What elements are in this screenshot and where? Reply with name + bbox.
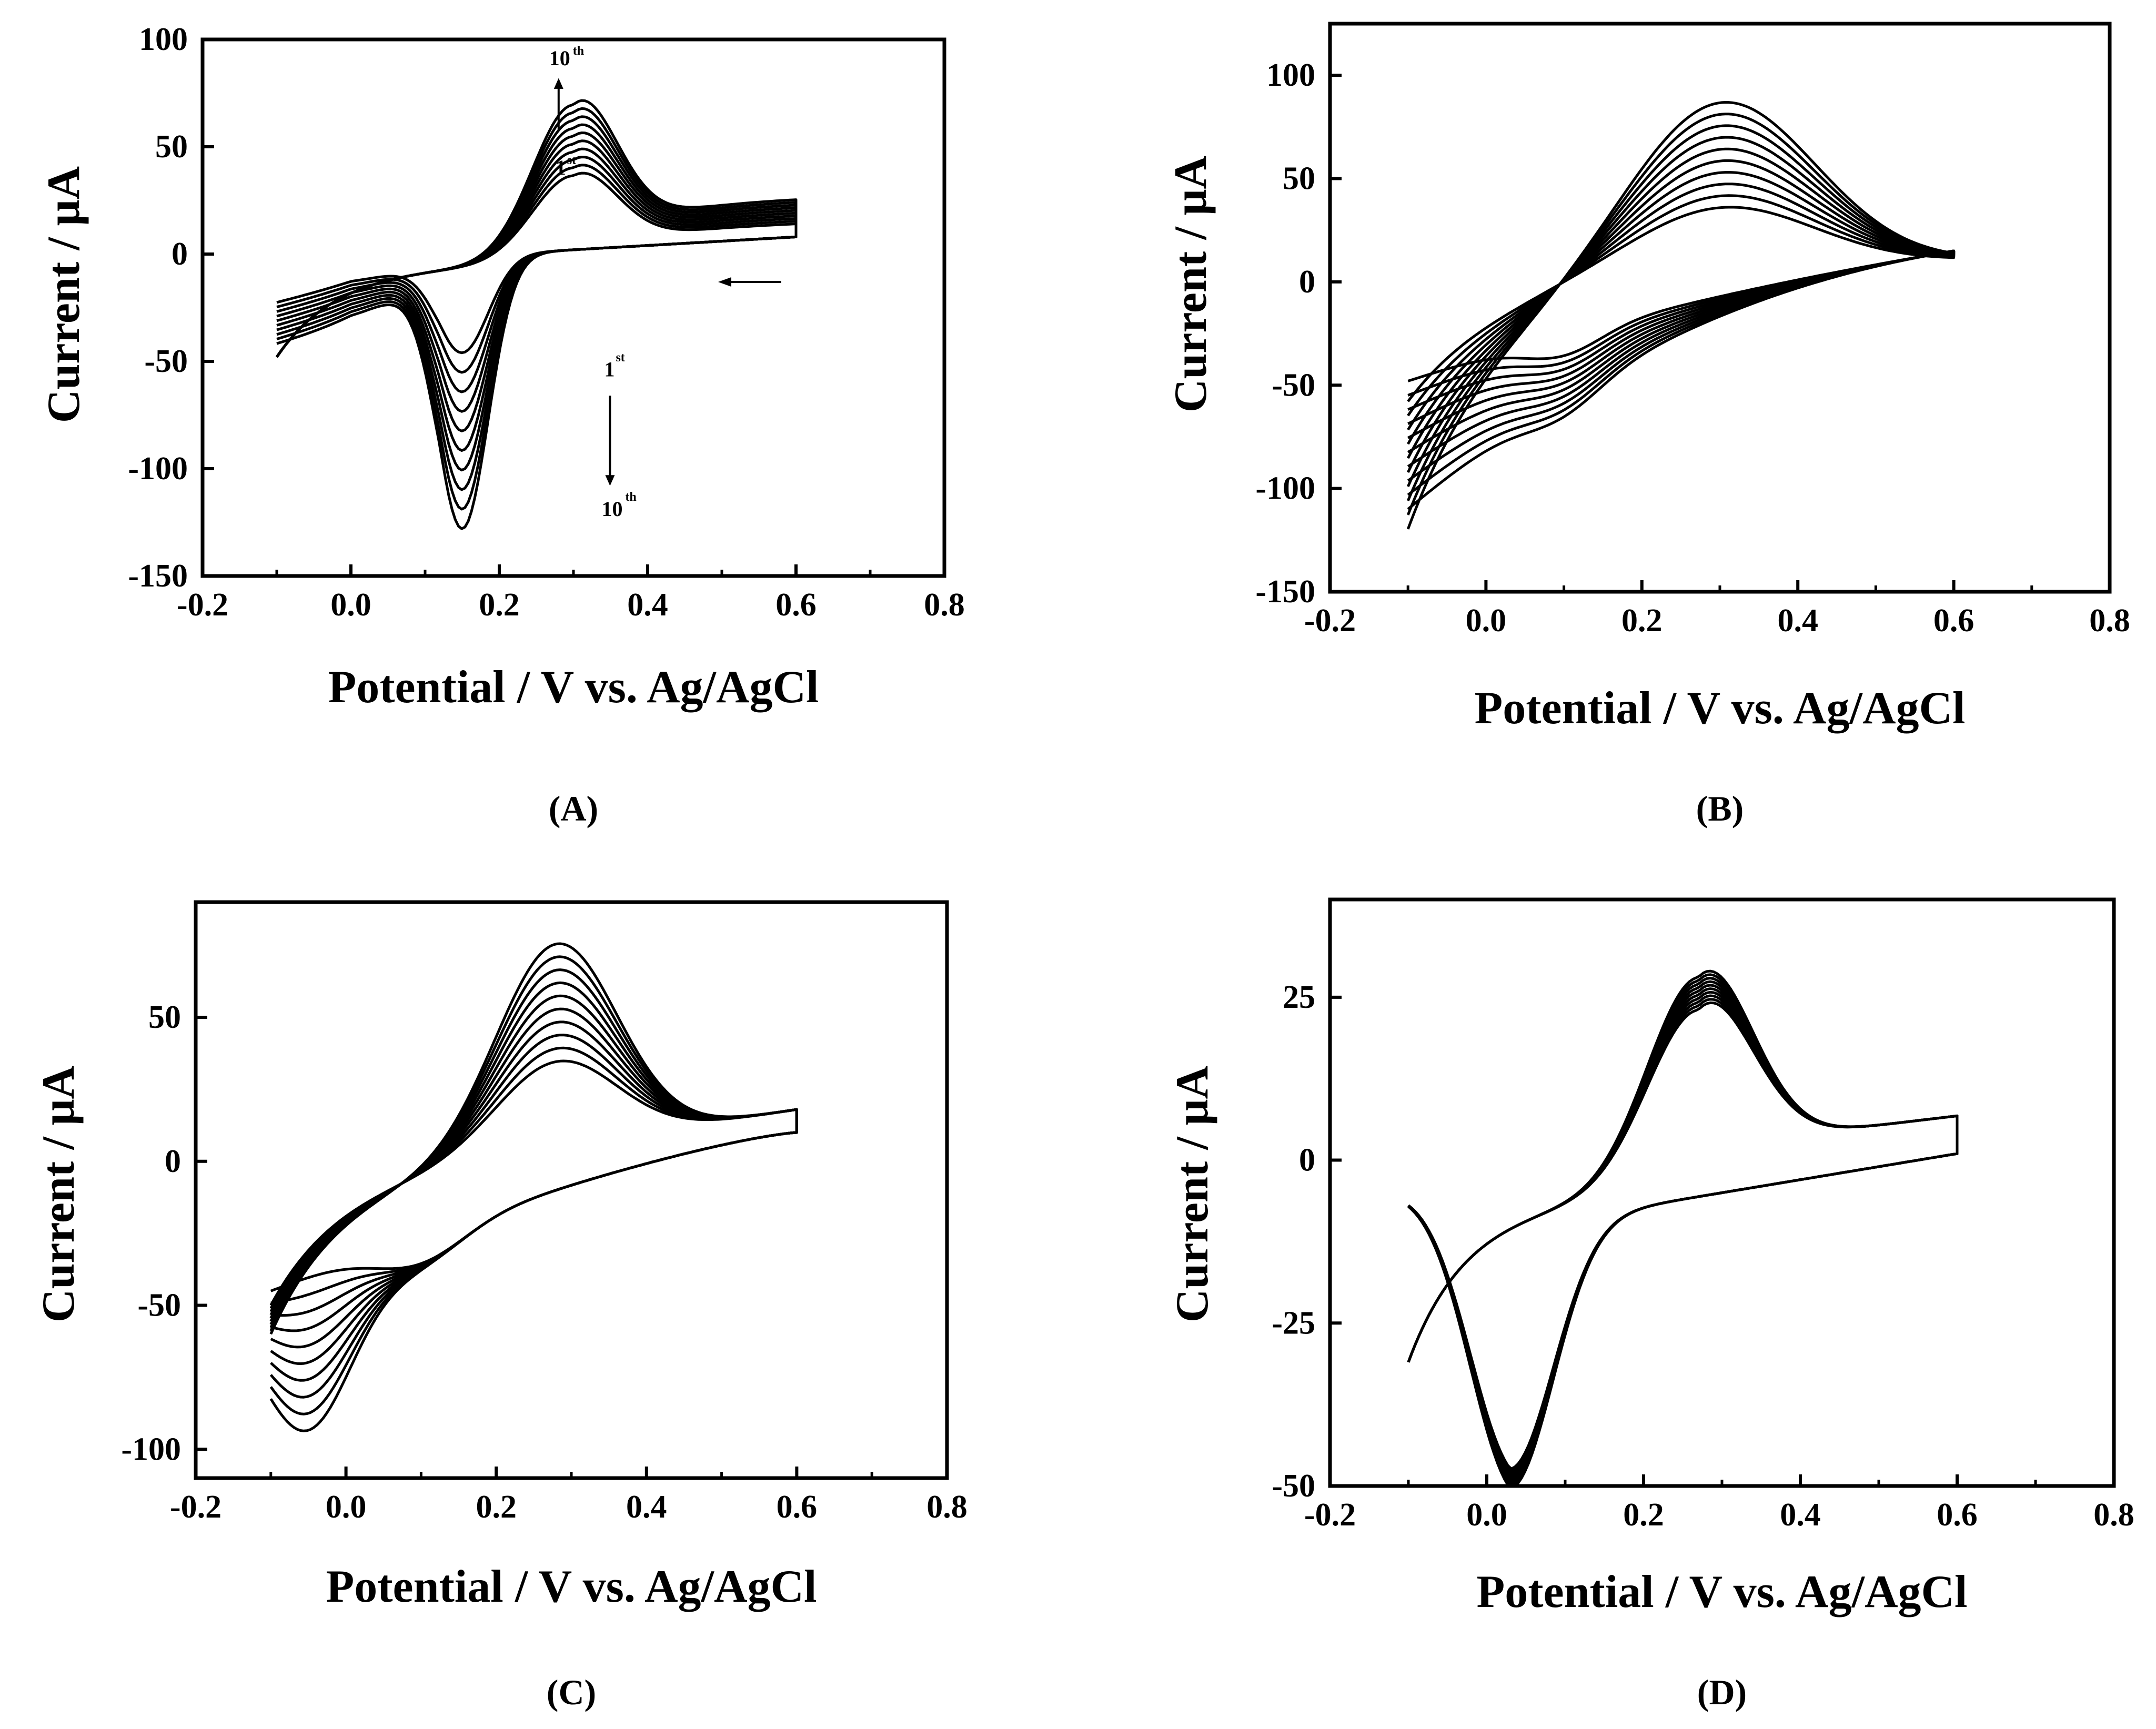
cv-cycle-1 [269, 1059, 798, 1306]
arrow-down-head [605, 475, 615, 486]
x-tick-label: -0.2 [1304, 1497, 1356, 1533]
x-tick-label: 0.0 [330, 587, 371, 623]
x-tick-label: 0.0 [326, 1489, 367, 1525]
chart-panel-c: -0.2 0.0 0.2 0.4 0.6 0.8 -100 -50 0 50 Potential /… [33, 900, 968, 1712]
x-tick-label: 0.4 [627, 587, 668, 623]
x-tick-label: 0.6 [1937, 1497, 1978, 1533]
y-tick-label: -50 [1272, 367, 1315, 403]
y-tick-label: 25 [1283, 979, 1315, 1015]
cv-cycle-6 [269, 994, 798, 1365]
cv-cycle-3 [269, 1034, 798, 1317]
y-tick-label: -100 [128, 451, 188, 487]
y-tick-label: 100 [1266, 57, 1315, 93]
x-tick-label: -0.2 [177, 587, 228, 623]
cv-cycle-10 [1407, 969, 1959, 1488]
annotation-1st-top: 1 [556, 156, 566, 179]
y-axis-title: Current / μA [1165, 156, 1216, 412]
annotation-10th-bottom: 10 [601, 497, 622, 521]
y-tick-label: -25 [1272, 1305, 1315, 1341]
panel-label: (A) [549, 788, 598, 828]
y-tick-label: -150 [128, 558, 188, 594]
cv-cycle-7 [269, 981, 798, 1382]
y-tick-label: -50 [1272, 1468, 1315, 1504]
chart-panel-b: -0.2 0.0 0.2 0.4 0.6 0.8 -150 -100 -50 0 50 100 Pote… [1165, 22, 2130, 828]
cv-cycle-7 [1407, 980, 1959, 1483]
x-tick-label: 0.2 [476, 1489, 517, 1525]
x-tick-label: 0.8 [2089, 603, 2130, 639]
x-axis-title: Potential / V vs. Ag/AgCl [328, 662, 819, 713]
cv-cycle-10 [269, 942, 798, 1432]
cv-cycle-4 [269, 1020, 798, 1332]
cv-cycle-10 [275, 99, 798, 530]
x-tick-label: 0.2 [1621, 603, 1663, 639]
y-axis-title: Current / μA [1167, 1066, 1218, 1322]
annotation-sup: st [616, 351, 624, 365]
y-axis-title: Current / μA [38, 166, 89, 423]
cv-cycle-5 [1407, 987, 1959, 1479]
x-tick-label: 0.4 [626, 1489, 667, 1525]
x-tick-label: 0.6 [1933, 603, 1974, 639]
annotation-sup: th [625, 490, 636, 504]
annotation-1st-bottom: 1 [604, 358, 614, 381]
x-tick-label: 0.0 [1466, 1497, 1507, 1533]
y-tick-label: -150 [1255, 574, 1315, 610]
plot-frame [194, 900, 949, 1480]
scan-direction-arrow-head [718, 277, 731, 287]
y-tick-label: 0 [1299, 264, 1315, 300]
y-tick-label: 0 [1299, 1142, 1315, 1178]
y-tick-label: -100 [1255, 471, 1315, 507]
x-tick-label: 0.8 [926, 1489, 968, 1525]
y-tick-label: 100 [139, 22, 188, 57]
x-tick-label: 0.2 [1623, 1497, 1664, 1533]
cv-cycle-9 [1407, 973, 1959, 1488]
y-tick-label: 50 [148, 999, 181, 1035]
x-tick-label: 0.8 [924, 587, 965, 623]
annotation-sup: st [567, 154, 576, 167]
x-tick-label: 0.4 [1777, 603, 1818, 639]
cv-cycle-5 [275, 139, 798, 432]
x-tick-label: -0.2 [1304, 603, 1356, 639]
y-tick-label: -100 [121, 1431, 181, 1467]
panel-label: (C) [547, 1672, 596, 1712]
y-tick-label: -50 [144, 343, 188, 379]
y-tick-label: 0 [172, 236, 188, 272]
x-tick-label: 0.4 [1780, 1497, 1821, 1533]
cv-cycle-8 [1407, 977, 1959, 1485]
x-axis-title: Potential / V vs. Ag/AgCl [326, 1561, 817, 1612]
cv-cycle-6 [1407, 984, 1959, 1481]
y-tick-label: 50 [1283, 161, 1315, 197]
cv-cycle-2 [1407, 998, 1959, 1472]
chart-panel-a: -0.2 0.0 0.2 0.4 0.6 0.8 -150 -100 -50 0 50 100 Pote… [38, 22, 965, 828]
panel-label: (D) [1697, 1672, 1747, 1712]
cv-cycle-7 [275, 123, 798, 472]
panel-label: (B) [1696, 788, 1744, 828]
x-tick-label: 0.6 [775, 587, 817, 623]
arrow-up-head [553, 78, 563, 89]
y-tick-label: 50 [155, 129, 188, 165]
x-tick-label: -0.2 [170, 1489, 221, 1525]
annotation-10th-top: 10 [549, 46, 570, 70]
cv-cycle-3 [1407, 994, 1959, 1475]
x-axis-title: Potential / V vs. Ag/AgCl [1476, 1566, 1967, 1617]
x-tick-label: 0.8 [2093, 1497, 2134, 1533]
y-tick-label: 0 [165, 1144, 181, 1179]
chart-panel-d: -0.2 0.0 0.2 0.4 0.6 0.8 -50 -25 0 25 Potential / … [1167, 897, 2134, 1712]
x-tick-label: 0.2 [479, 587, 520, 623]
y-axis-title: Current / μA [33, 1066, 84, 1322]
x-axis-title: Potential / V vs. Ag/AgCl [1474, 683, 1965, 734]
x-tick-label: 0.6 [777, 1489, 818, 1525]
annotation-sup: th [573, 44, 584, 58]
x-tick-label: 0.0 [1466, 603, 1507, 639]
cv-cycle-1 [1407, 1001, 1959, 1470]
y-tick-label: -50 [137, 1288, 181, 1323]
cv-cycle-10 [1406, 101, 1956, 530]
cv-cycle-4 [1407, 990, 1959, 1477]
